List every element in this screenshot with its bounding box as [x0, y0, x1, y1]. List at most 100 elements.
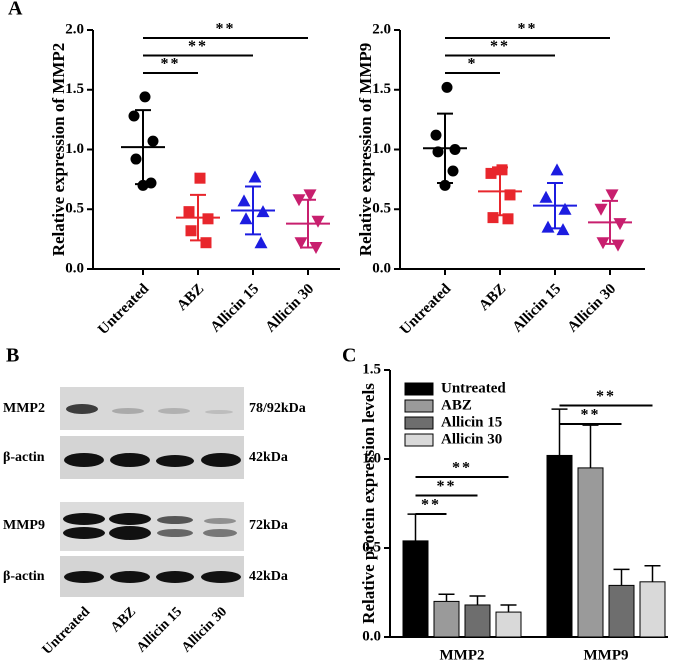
data-point: [147, 135, 159, 147]
data-point: [541, 220, 555, 233]
significance-label: **: [490, 38, 510, 55]
significance-label: **: [518, 21, 538, 38]
y-axis-title: Relative expression of MMP9: [356, 43, 375, 257]
blot-row-label: MMP2: [3, 401, 45, 416]
significance-label: *: [468, 56, 478, 73]
y-tick-label: 0.0: [372, 260, 391, 276]
error-bar: [300, 198, 316, 249]
data-point: [292, 194, 306, 207]
x-tick-label: Allicin 30: [263, 281, 318, 336]
data-point: [137, 179, 149, 191]
blot-row-label: β-actin: [3, 450, 45, 465]
blot-lane-label: Allicin 30: [179, 604, 230, 655]
y-tick-label: 0.0: [362, 628, 381, 644]
data-point: [130, 153, 142, 165]
bar: [546, 454, 573, 638]
y-tick-label: 1.5: [372, 81, 391, 97]
data-point: [239, 212, 253, 225]
data-point: [502, 213, 514, 225]
bar: [608, 584, 635, 638]
data-point: [594, 203, 608, 216]
legend-swatch: [404, 382, 434, 396]
blot-size-label: 72kDa: [249, 518, 288, 533]
panel-label: A: [8, 0, 23, 20]
y-axis-title: Relative protein expression levels: [359, 383, 378, 624]
data-point: [194, 172, 206, 184]
error-bar: [437, 112, 453, 184]
legend-swatch: [404, 416, 434, 430]
error-bar: [551, 408, 568, 456]
data-point: [202, 213, 214, 225]
data-point: [311, 215, 325, 228]
data-point: [248, 170, 262, 183]
error-bar: [407, 513, 424, 541]
significance-label: **: [421, 497, 441, 514]
blot-size-label: 42kDa: [249, 450, 288, 465]
panel-label: C: [342, 345, 356, 367]
error-bar: [644, 565, 661, 582]
blot-row-label: β-actin: [3, 569, 45, 584]
data-point: [504, 189, 516, 201]
legend-swatch: [404, 399, 434, 413]
significance-label: **: [437, 478, 457, 495]
panel-label: B: [6, 345, 19, 367]
error-bar: [613, 568, 630, 586]
y-tick-label: 1.0: [372, 141, 391, 157]
x-tick-label: ABZ: [476, 281, 509, 314]
blot-lane-label: Untreated: [40, 604, 93, 657]
data-point: [441, 81, 453, 93]
y-tick-label: 1.5: [362, 361, 381, 377]
x-tick-label: MMP9: [584, 647, 629, 663]
significance-label: **: [188, 38, 208, 55]
data-point: [496, 164, 508, 176]
y-tick-label: 0.0: [65, 260, 84, 276]
data-point: [200, 237, 212, 249]
error-bar: [438, 593, 455, 602]
y-tick-label: 2.0: [372, 21, 391, 37]
data-point: [487, 212, 499, 224]
blot-row-label: MMP9: [3, 518, 45, 533]
blot-image: [60, 387, 244, 597]
blot-size-label: 42kDa: [249, 569, 288, 584]
data-point: [605, 189, 619, 202]
y-tick-label: 0.5: [362, 539, 381, 555]
bar: [639, 581, 666, 638]
data-point: [254, 236, 268, 249]
significance-label: **: [452, 460, 472, 477]
x-tick-label: Allicin 15: [510, 281, 565, 336]
data-point: [449, 144, 461, 155]
x-tick-label: ABZ: [174, 281, 207, 314]
data-point: [128, 110, 140, 122]
legend-label: Untreated: [441, 380, 506, 396]
bar: [577, 467, 604, 638]
x-tick-label: Allicin 15: [208, 281, 263, 336]
legend-label: Allicin 15: [441, 414, 502, 430]
error-bar: [469, 595, 486, 605]
y-tick-label: 2.0: [65, 21, 84, 37]
y-tick-label: 1.0: [65, 141, 84, 157]
data-point: [550, 163, 564, 176]
data-point: [485, 167, 497, 179]
data-point: [237, 194, 251, 207]
bar: [495, 611, 522, 638]
blot-lane-label: Allicin 15: [134, 604, 185, 655]
data-point: [539, 190, 553, 203]
data-point: [613, 218, 627, 231]
significance-label: **: [161, 56, 181, 73]
error-bar: [190, 193, 206, 242]
data-point: [185, 225, 197, 237]
x-tick-label: Allicin 30: [565, 281, 620, 336]
data-point: [183, 206, 195, 218]
y-tick-label: 1.0: [362, 450, 381, 466]
data-point: [558, 202, 572, 215]
significance-label: **: [596, 388, 616, 405]
error-bar: [245, 185, 261, 236]
legend-label: ABZ: [441, 397, 472, 413]
data-point: [430, 129, 442, 141]
error-bar: [492, 166, 508, 217]
error-bar: [500, 604, 517, 613]
x-tick-label: Untreated: [397, 280, 455, 338]
y-tick-label: 0.5: [65, 201, 84, 217]
significance-label: **: [581, 407, 601, 424]
y-tick-label: 1.5: [65, 81, 84, 97]
